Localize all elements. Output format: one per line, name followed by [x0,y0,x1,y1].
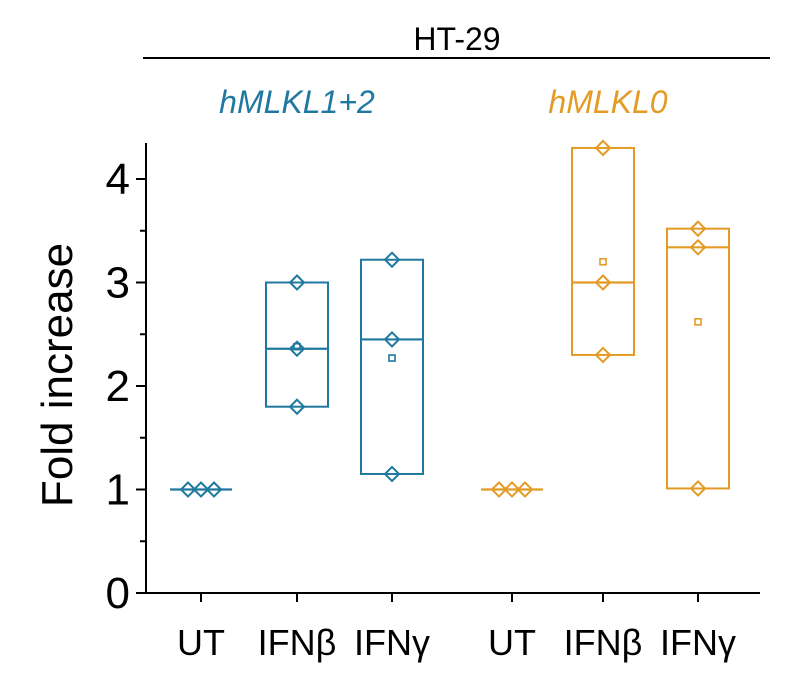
x-tick-label-1: IFNβ [258,622,337,663]
data-point-0-1-1 [288,340,306,358]
x-tick-label-5: IFNγ [660,622,736,663]
y-tick-label-0: 0 [106,569,130,618]
data-point-1-0-2 [516,481,534,498]
data-point-0-2-1 [383,331,401,348]
x-tick-label-0: UT [177,622,225,663]
box-1-1 [571,146,635,356]
data-point-0-0-2 [205,481,223,498]
plot-area [170,139,730,498]
data-point-1-2-2 [689,480,707,497]
chart-title: HT-29 [413,21,500,57]
y-tick-label-4: 4 [106,155,130,204]
mean-marker-0-1 [293,342,301,351]
y-tick-label-3: 3 [106,259,130,308]
data-point-1-0-0 [490,481,508,498]
y-tick-label-1: 1 [106,466,130,515]
data-point-0-0-0 [179,481,197,498]
box-1-2 [666,227,730,490]
box-0-1 [265,281,329,408]
data-point-1-2-1 [689,238,707,256]
data-point-1-1-2 [594,346,612,364]
data-point-0-2-2 [383,465,401,483]
mean-marker-1-1 [599,257,607,266]
x-tick-label-4: IFNβ [564,622,643,663]
data-point-1-1-1 [594,274,612,291]
mean-marker-1-2 [694,318,702,326]
data-point-0-2-0 [383,251,401,269]
x-tick-label-2: IFNγ [354,622,430,663]
box-0-2 [360,258,424,475]
data-point-1-1-0 [594,139,612,157]
data-point-0-1-0 [288,274,306,291]
data-point-0-1-2 [288,398,306,416]
mean-marker-0-2 [388,354,396,362]
group-label-hmlkl12: hMLKL1+2 [219,84,375,120]
data-point-1-0-1 [503,481,521,498]
data-point-1-2-0 [689,220,707,238]
group-label-hmlkl0: hMLKL0 [548,84,667,120]
data-point-0-0-1 [192,481,210,498]
y-axis-label: Fold increase [33,243,82,507]
y-tick-label-2: 2 [106,362,130,411]
axes: 0 1 2 3 4 UT IFNβ IFNγ UT IFNβ IFNγ [106,142,760,663]
x-tick-label-3: UT [488,622,536,663]
